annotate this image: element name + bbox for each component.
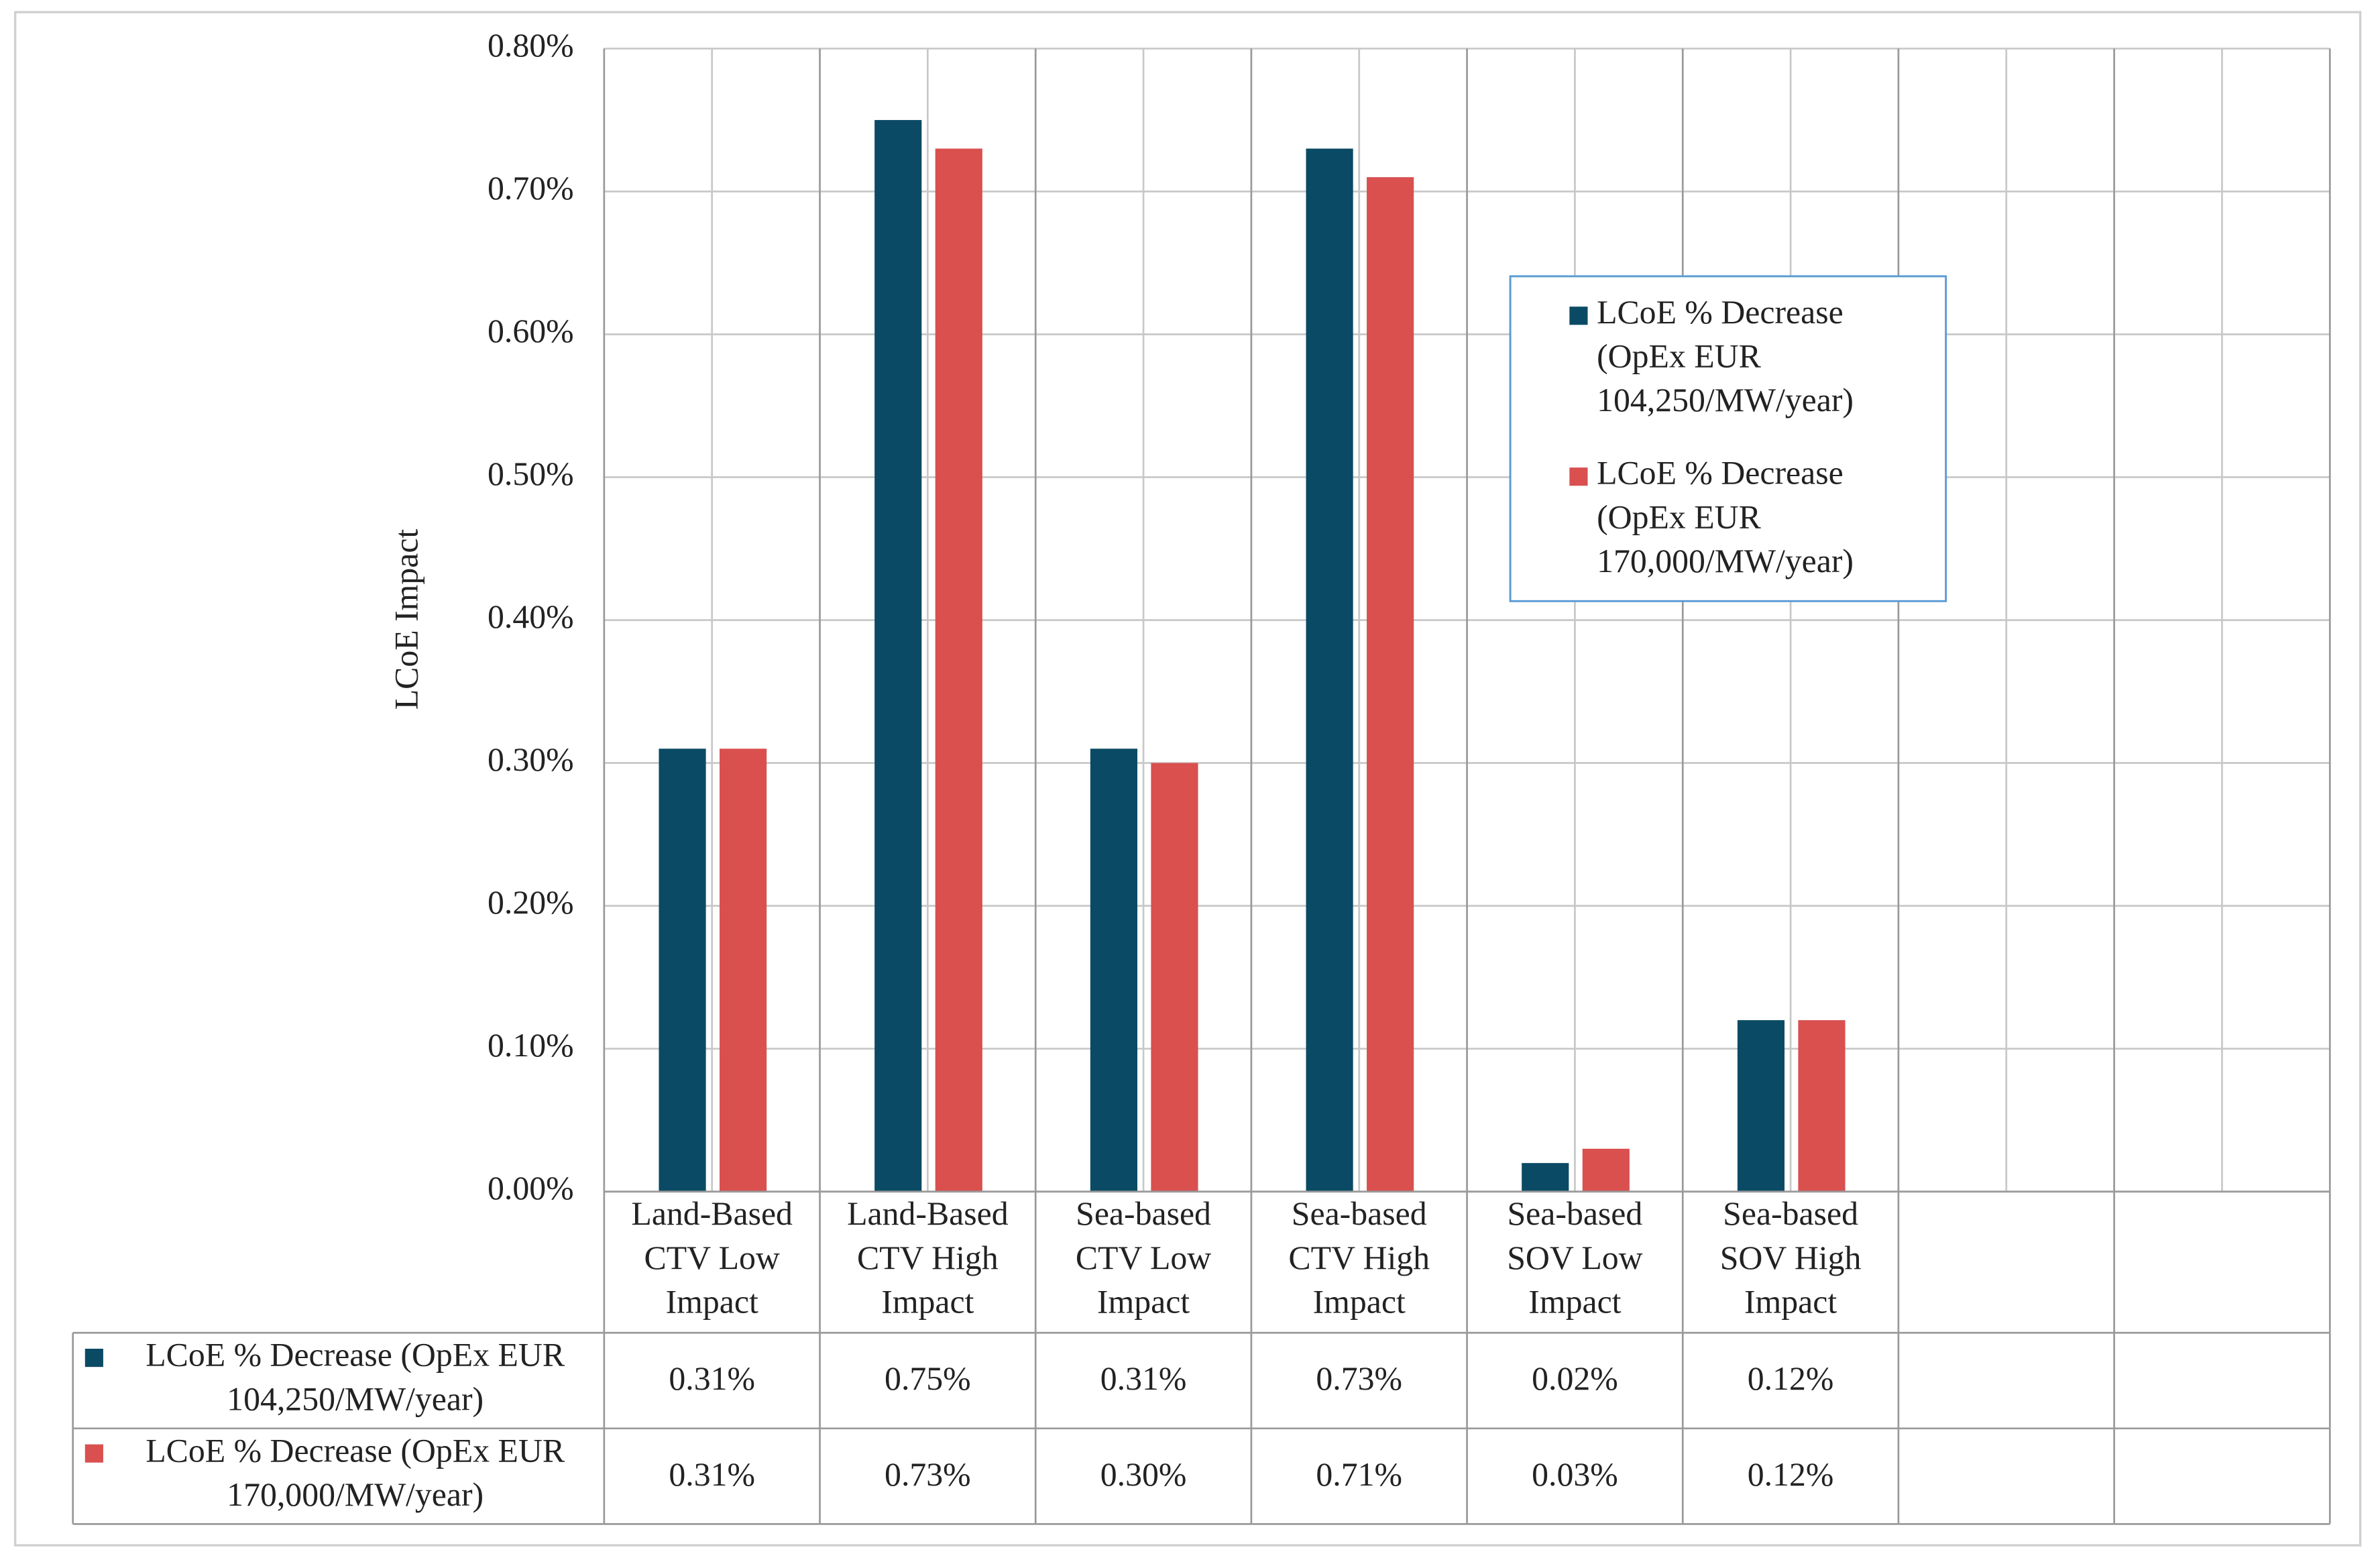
y-tick-label: 0.20% (488, 884, 574, 921)
bar (719, 748, 767, 1192)
bar (1090, 748, 1137, 1192)
table-key (84, 1348, 103, 1368)
y-tick-label: 0.10% (488, 1027, 574, 1064)
table-key (84, 1444, 103, 1463)
y-axis-label: LCoE Impact (388, 529, 425, 710)
legend-key (1569, 467, 1588, 486)
table-value: 0.73% (885, 1456, 971, 1493)
legend-label: LCoE % Decrease (OpEx EUR 104,250/MW/year) (1597, 294, 1854, 419)
y-tick-label: 0.60% (488, 313, 574, 349)
bar (659, 748, 706, 1192)
x-tick-label: Sea-based CTV High Impact (1288, 1196, 1430, 1321)
table-value: 0.73% (1316, 1360, 1402, 1397)
table-value: 0.30% (1100, 1456, 1187, 1493)
y-tick-label: 0.00% (488, 1170, 574, 1207)
bar (874, 119, 922, 1192)
table-value: 0.12% (1748, 1360, 1834, 1397)
bar (935, 148, 982, 1192)
x-tick-label: Sea-based SOV High Impact (1720, 1196, 1862, 1321)
y-tick-label: 0.50% (488, 455, 574, 492)
table-value: 0.12% (1748, 1456, 1834, 1493)
bar (1522, 1163, 1569, 1192)
table-value: 0.02% (1532, 1360, 1618, 1397)
y-tick-label: 0.40% (488, 598, 574, 635)
bar (1151, 763, 1198, 1192)
bar (1367, 177, 1414, 1192)
table-value: 0.03% (1532, 1456, 1618, 1493)
legend-box (1509, 275, 1947, 602)
x-tick-label: Sea-based SOV Low Impact (1507, 1196, 1642, 1321)
legend-label: LCoE % Decrease (OpEx EUR 170,000/MW/year) (1597, 455, 1854, 579)
x-tick-label: Sea-based CTV Low Impact (1076, 1196, 1211, 1321)
x-tick-label: Land-Based CTV High Impact (847, 1196, 1009, 1321)
bar (1798, 1020, 1846, 1192)
table-series-name: LCoE % Decrease (OpEx EUR 104,250/MW/year… (146, 1337, 565, 1418)
bar (1306, 148, 1353, 1192)
table-value: 0.31% (669, 1360, 755, 1397)
table-value: 0.31% (1100, 1360, 1187, 1397)
table-value: 0.71% (1316, 1456, 1402, 1493)
x-tick-label: Land-Based CTV Low Impact (631, 1196, 793, 1321)
y-tick-label: 0.30% (488, 741, 574, 778)
y-tick-label: 0.70% (488, 170, 574, 207)
legend-key (1569, 306, 1588, 325)
table-value: 0.31% (669, 1456, 755, 1493)
table-value: 0.75% (885, 1360, 971, 1397)
y-tick-label: 0.80% (488, 27, 574, 64)
bar (1582, 1148, 1630, 1192)
table-series-name: LCoE % Decrease (OpEx EUR 170,000/MW/year… (146, 1433, 565, 1514)
bar (1737, 1020, 1785, 1192)
